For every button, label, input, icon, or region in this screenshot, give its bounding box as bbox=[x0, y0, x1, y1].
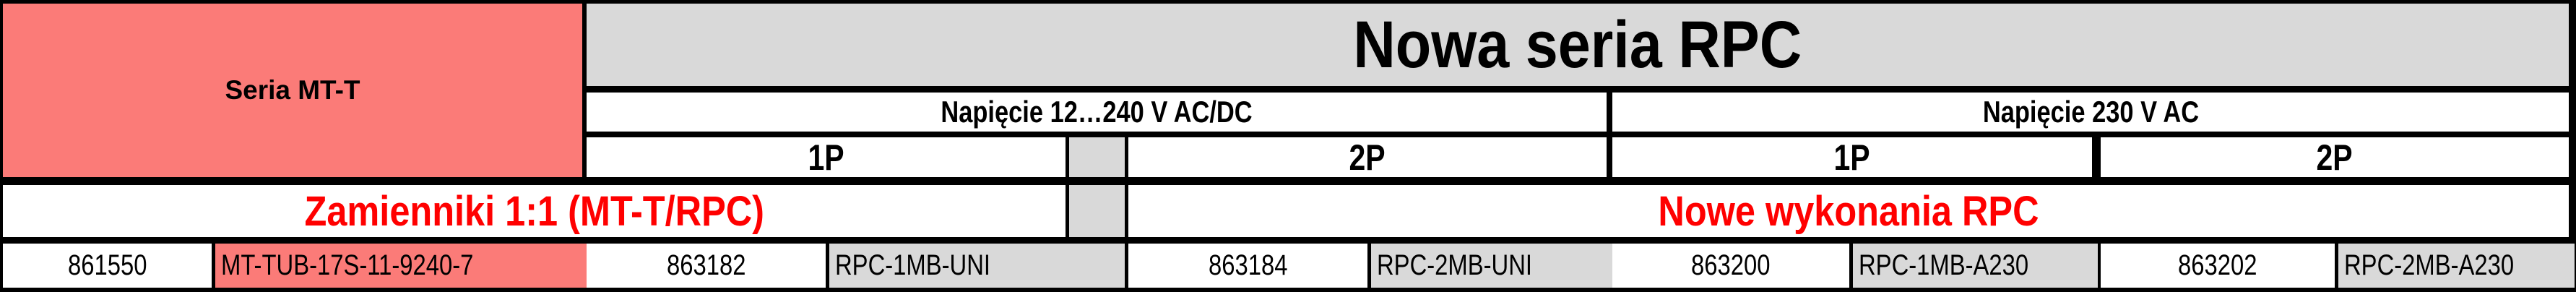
rpc-1p-230-name: RPC-1MB-A230 bbox=[1859, 249, 2029, 281]
voltage-group-12-240-label: Napięcie 12…240 V AC/DC bbox=[941, 95, 1253, 129]
rpc-2p-230-name-cell: RPC-2MB-A230 bbox=[2338, 244, 2575, 288]
rpc-1p-uni-code: 863182 bbox=[666, 249, 746, 281]
rpc-2p-230-name: RPC-2MB-A230 bbox=[2344, 249, 2515, 281]
replacements-section-label: Zamienniki 1:1 (MT-T/RPC) bbox=[3, 185, 1066, 237]
rpc-2p-uni-code-cell: 863184 bbox=[1128, 244, 1367, 288]
rpc-2p-uni-name: RPC-2MB-UNI bbox=[1377, 249, 1533, 281]
mtt-product-name: MT-TUB-17S-11-9240-7 bbox=[221, 249, 474, 281]
voltage-group-230: Napięcie 230 V AC bbox=[1612, 93, 2569, 132]
pole-header-1p-uni: 1P bbox=[587, 137, 1066, 177]
mtt-series-header: Seria MT-T bbox=[3, 4, 582, 177]
new-versions-section-text: Nowe wykonania RPC bbox=[1658, 187, 2039, 235]
rpc-series-title: Nowa seria RPC bbox=[587, 4, 2569, 86]
spacer-cell bbox=[1069, 137, 1125, 177]
rpc-series-title-label: Nowa seria RPC bbox=[1353, 7, 1802, 82]
pole-header-1p-uni-label: 1P bbox=[808, 137, 844, 177]
new-versions-section-label: Nowe wykonania RPC bbox=[1128, 185, 2569, 237]
rpc-1p-230-name-cell: RPC-1MB-A230 bbox=[1853, 244, 2098, 288]
voltage-group-230-label: Napięcie 230 V AC bbox=[1982, 95, 2199, 129]
replacements-section-text: Zamienniki 1:1 (MT-T/RPC) bbox=[304, 187, 764, 235]
mtt-product-name-cell: MT-TUB-17S-11-9240-7 bbox=[215, 244, 588, 288]
pole-header-2p-230-label: 2P bbox=[2316, 137, 2354, 177]
rpc-2p-uni-code: 863184 bbox=[1208, 249, 1288, 281]
rpc-1p-230-code: 863200 bbox=[1691, 249, 1771, 281]
spacer-cell bbox=[1069, 185, 1125, 237]
rpc-1p-uni-name-cell: RPC-1MB-UNI bbox=[829, 244, 1071, 288]
pole-header-1p-230: 1P bbox=[1612, 137, 2092, 177]
rpc-2p-uni-name-cell: RPC-2MB-UNI bbox=[1371, 244, 1612, 288]
mtt-series-header-label: Seria MT-T bbox=[225, 75, 360, 105]
mtt-product-code-cell: 861550 bbox=[3, 244, 212, 288]
pole-header-2p-uni-label: 2P bbox=[1349, 137, 1386, 177]
rpc-2p-230-code: 863202 bbox=[2178, 249, 2257, 281]
spacer-cell bbox=[1069, 244, 1125, 288]
rpc-1p-uni-code-cell: 863182 bbox=[587, 244, 826, 288]
rpc-2p-230-code-cell: 863202 bbox=[2101, 244, 2335, 288]
pole-header-2p-230: 2P bbox=[2101, 137, 2569, 177]
pole-header-1p-230-label: 1P bbox=[1833, 137, 1871, 177]
mtt-product-code: 861550 bbox=[67, 249, 147, 281]
rpc-1p-uni-name: RPC-1MB-UNI bbox=[835, 249, 991, 281]
rpc-1p-230-code-cell: 863200 bbox=[1612, 244, 1849, 288]
voltage-group-12-240: Napięcie 12…240 V AC/DC bbox=[587, 93, 1607, 132]
pole-header-2p-uni: 2P bbox=[1128, 137, 1607, 177]
